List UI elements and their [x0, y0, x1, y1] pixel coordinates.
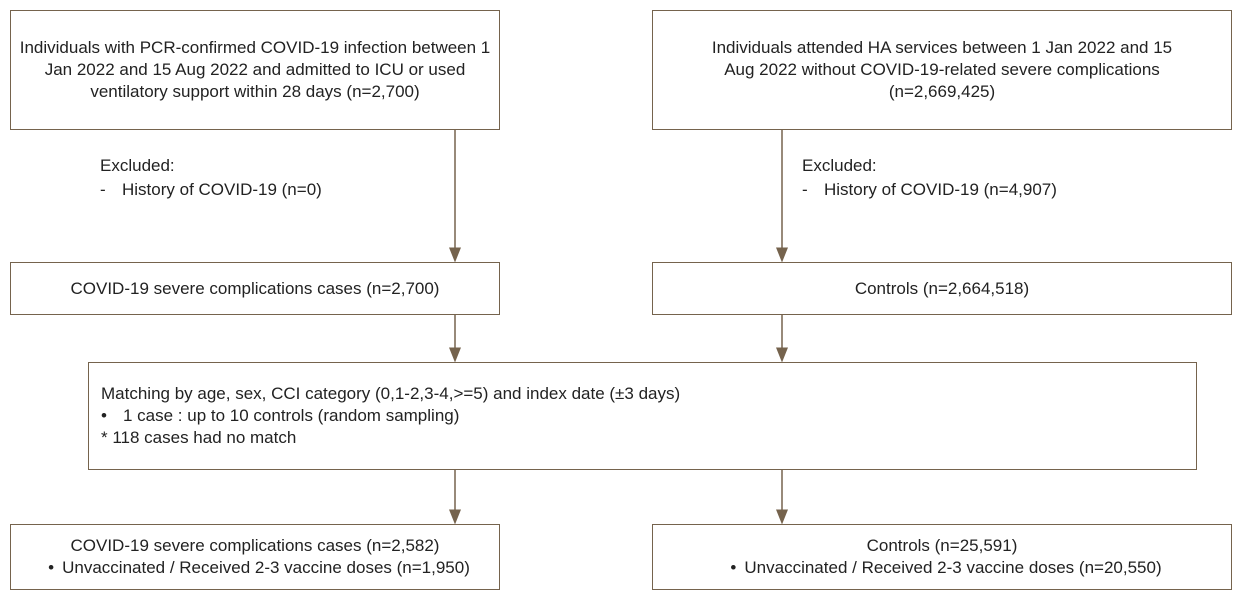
box-text: ventilatory support within 28 days (n=2,…	[90, 82, 420, 101]
exclusion: Excluded: - History of COVID-19 (n=0)	[100, 154, 322, 202]
controls-box: Controls (n=2,664,518)	[652, 262, 1232, 315]
exclusion-text: History of COVID-19 (n=0)	[122, 180, 322, 199]
box-text: Controls (n=2,664,518)	[854, 278, 1030, 298]
cases-source-box: Individuals with PCR-confirmed COVID-19 …	[10, 10, 500, 130]
controls-source-box: Individuals attended HA services between…	[652, 10, 1232, 130]
box-text: COVID-19 severe complications cases (n=2…	[70, 536, 440, 555]
box-text: Aug 2022 without COVID-19-related severe…	[724, 60, 1160, 79]
exclusion: Excluded: - History of COVID-19 (n=4,907)	[802, 154, 1057, 202]
matching-box: Matching by age, sex, CCI category (0,1-…	[88, 362, 1197, 470]
box-text: Individuals with PCR-confirmed COVID-19 …	[19, 38, 491, 57]
box-text: Jan 2022 and 15 Aug 2022 and admitted to…	[44, 60, 466, 79]
matched-cases-box: COVID-19 severe complications cases (n=2…	[10, 524, 500, 590]
box-text: Individuals attended HA services between…	[711, 38, 1173, 57]
box-text: Unvaccinated / Received 2-3 vaccine dose…	[744, 558, 1162, 577]
box-text: (n=2,669,425)	[888, 82, 996, 101]
exclusion-item: - History of COVID-19 (n=4,907)	[802, 180, 1057, 199]
box-text: Controls (n=25,591)	[866, 536, 1018, 555]
matched-controls-box: Controls (n=25,591) • Unvaccinated / Rece…	[652, 524, 1232, 590]
bullet-line: • Unvaccinated / Received 2-3 vaccine dos…	[730, 558, 1162, 577]
box-text: COVID-19 severe complications cases (n=2…	[70, 278, 440, 298]
exclusion-text: History of COVID-19 (n=4,907)	[824, 180, 1057, 199]
bullet-line: • Unvaccinated / Received 2-3 vaccine dos…	[48, 558, 470, 577]
exclusion-item: - History of COVID-19 (n=0)	[100, 180, 322, 199]
box-text: * 118 cases had no match	[101, 428, 297, 447]
exclusion-title: Excluded:	[100, 156, 175, 175]
bullet-line: • 1 case : up to 10 controls (random samp…	[101, 406, 460, 425]
box-text: 1 case : up to 10 controls (random sampl…	[123, 406, 460, 425]
box-text: Unvaccinated / Received 2-3 vaccine dose…	[62, 558, 470, 577]
cases-box: COVID-19 severe complications cases (n=2…	[10, 262, 500, 315]
box-text: Matching by age, sex, CCI category (0,1-…	[101, 384, 681, 403]
exclusion-title: Excluded:	[802, 156, 877, 175]
